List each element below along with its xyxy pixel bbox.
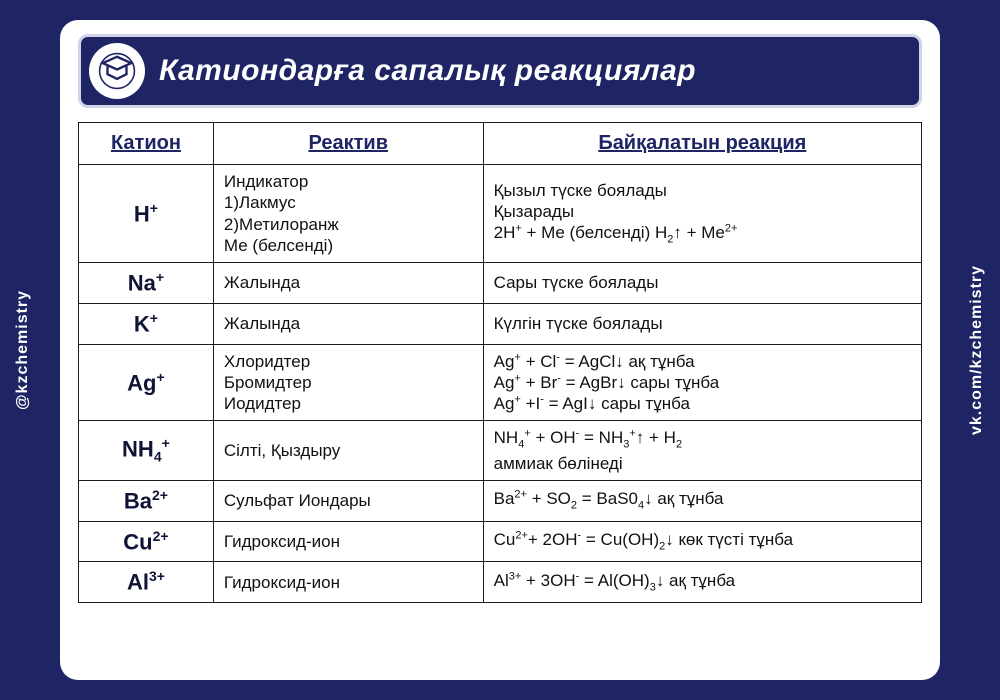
cell-cation: Na+ [79,263,214,304]
cell-reagent: Индикатор 1)Лакмус 2)Метилоранж Ме (белс… [213,165,483,263]
content-card: Катиондарға сапалық реакциялар Катион Ре… [60,20,940,680]
col-reaction: Байқалатын реакция [483,123,921,165]
reactions-table: Катион Реактив Байқалатын реакция H+Инди… [78,122,922,603]
cell-cation: Cu2+ [79,521,214,562]
cell-cation: Al3+ [79,562,214,603]
table-row: NH4+Сілті, ҚыздыруNH4+ + OH- = NH3+↑ + H… [79,421,922,480]
col-reagent: Реактив [213,123,483,165]
cell-reaction: Қызыл түске бояладыҚызарады2H+ + Me (бел… [483,165,921,263]
cell-reagent: Сульфат Иондары [213,480,483,521]
col-cation: Катион [79,123,214,165]
cell-reaction: Күлгін түске боялады [483,303,921,344]
cell-reaction: Al3+ + 3OH- = Al(OH)3↓ ақ тұнба [483,562,921,603]
cell-reaction: Cu2++ 2OH- = Cu(OH)2↓ көк түсті тұнба [483,521,921,562]
cell-reaction: Сары түске боялады [483,263,921,304]
cell-cation: Ba2+ [79,480,214,521]
table-row: Al3+Гидроксид-ионAl3+ + 3OH- = Al(OH)3↓ … [79,562,922,603]
side-handle-right: vk.com/kzchemistry [968,265,986,435]
page-title: Катиондарға сапалық реакциялар [159,54,696,88]
table-header-row: Катион Реактив Байқалатын реакция [79,123,922,165]
cell-reaction: Ba2+ + SO2 = BaS04↓ ақ тұнба [483,480,921,521]
table-row: Cu2+Гидроксид-ионCu2++ 2OH- = Cu(OH)2↓ к… [79,521,922,562]
table-row: Ag+Хлоридтер Бромидтер ИодидтерAg+ + Cl-… [79,344,922,421]
cell-cation: Ag+ [79,344,214,421]
table-row: Ba2+Сульфат ИондарыBa2+ + SO2 = BaS04↓ а… [79,480,922,521]
side-handle-left: @kzchemistry [14,290,32,410]
cell-reaction: Ag+ + Cl- = AgCl↓ ақ тұнбаAg+ + Br- = Ag… [483,344,921,421]
table-row: Na+ЖалындаСары түске боялады [79,263,922,304]
table-row: K+ЖалындаКүлгін түске боялады [79,303,922,344]
logo-icon [89,43,145,99]
cell-reagent: Сілті, Қыздыру [213,421,483,480]
cell-cation: NH4+ [79,421,214,480]
cell-reagent: Хлоридтер Бромидтер Иодидтер [213,344,483,421]
title-bar: Катиондарға сапалық реакциялар [78,34,922,108]
cell-reaction: NH4+ + OH- = NH3+↑ + H2аммиак бөлінеді [483,421,921,480]
table-row: H+Индикатор 1)Лакмус 2)Метилоранж Ме (бе… [79,165,922,263]
cell-cation: K+ [79,303,214,344]
cell-reagent: Жалында [213,303,483,344]
cell-reagent: Жалында [213,263,483,304]
cell-cation: H+ [79,165,214,263]
cell-reagent: Гидроксид-ион [213,562,483,603]
cell-reagent: Гидроксид-ион [213,521,483,562]
